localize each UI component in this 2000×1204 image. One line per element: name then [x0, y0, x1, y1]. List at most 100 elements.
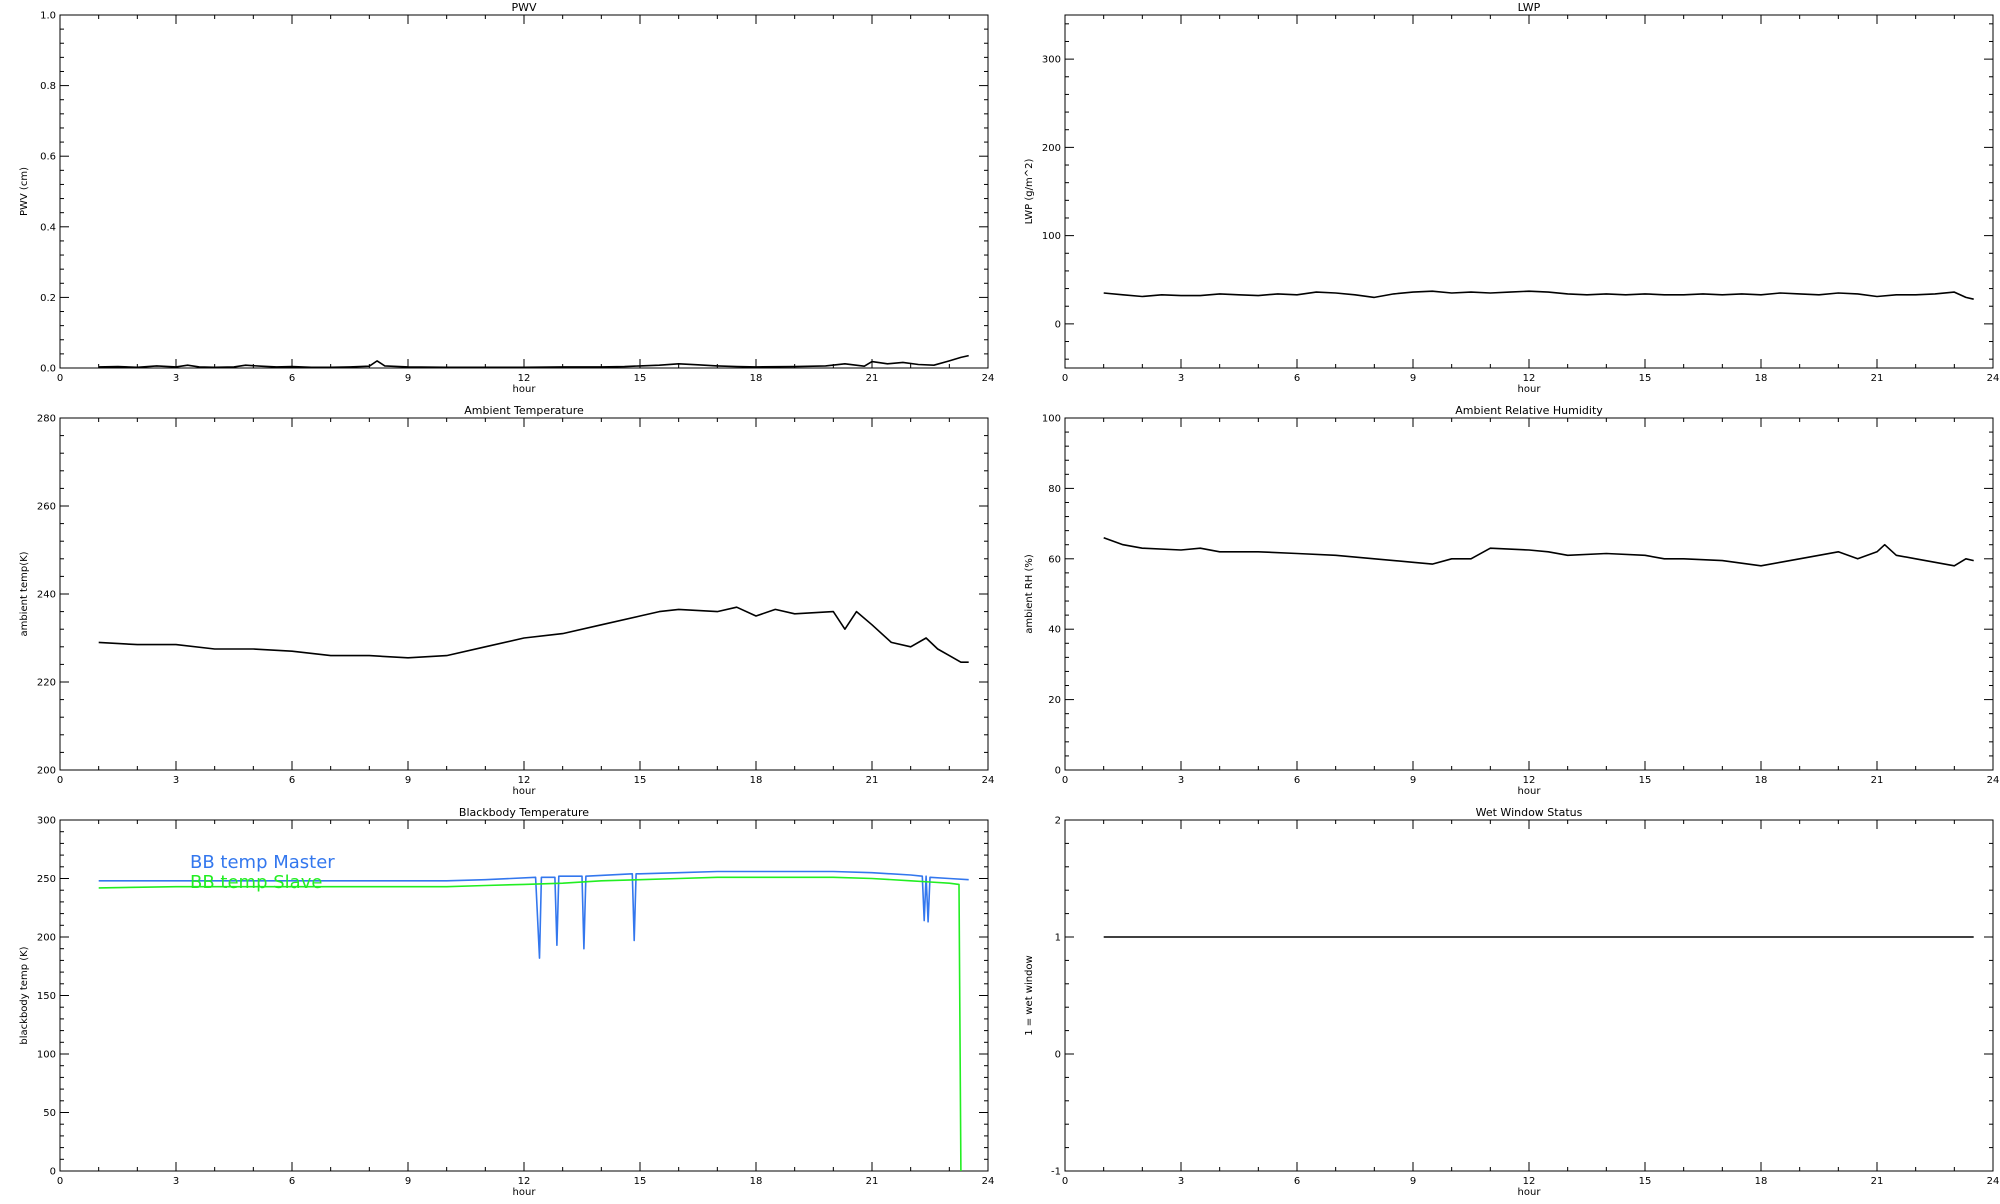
x-tick-label: 6 — [1294, 1176, 1300, 1187]
x-axis-label: hour — [1518, 786, 1542, 797]
y-tick-label: 280 — [37, 414, 56, 425]
x-axis-label: hour — [513, 1187, 537, 1198]
x-tick-label: 15 — [634, 775, 647, 786]
x-tick-label: 12 — [518, 775, 531, 786]
x-tick-label: 3 — [1178, 775, 1184, 786]
y-axis-label: ambient temp(K) — [19, 551, 30, 636]
y-tick-label: 100 — [1042, 414, 1061, 425]
y-tick-label: 260 — [37, 502, 56, 513]
y-tick-label: 60 — [1048, 554, 1061, 565]
x-tick-label: 3 — [173, 1176, 179, 1187]
x-tick-label: 15 — [634, 1176, 647, 1187]
chart-panel-1: 0 3 6 9 12 15 18 21 24 0.0 0.2 0.4 0.6 0.8 1.0 PWV hour P… — [19, 1, 994, 395]
plot-frame — [1064, 417, 1994, 771]
x-tick-label: 0 — [57, 373, 63, 384]
x-tick-label: 24 — [1987, 775, 2000, 786]
x-tick-label: 15 — [1639, 1176, 1652, 1187]
y-tick-label: 100 — [1042, 231, 1061, 242]
series-line-1 — [98, 354, 969, 369]
y-tick-label: -1 — [1051, 1167, 1061, 1178]
x-tick-label: 3 — [1178, 373, 1184, 384]
series-line-1 — [98, 870, 969, 959]
x-tick-label: 15 — [1639, 373, 1652, 384]
y-tick-label: 150 — [37, 991, 56, 1002]
chart-title: Blackbody Temperature — [459, 806, 589, 819]
chart-title: Ambient Temperature — [464, 404, 584, 417]
x-tick-label: 3 — [173, 775, 179, 786]
y-tick-label: 100 — [37, 1050, 56, 1061]
y-tick-label: 0 — [1055, 319, 1061, 330]
y-tick-label: 20 — [1048, 695, 1061, 706]
y-axis-label: blackbody temp (K) — [19, 946, 30, 1044]
chart-panel-5: 0 3 6 9 12 15 18 21 24 0 50 100 150 200 250 300 Blackbod… — [19, 806, 994, 1198]
x-tick-label: 0 — [57, 1176, 63, 1187]
x-tick-label: 3 — [173, 373, 179, 384]
y-tick-label: 0.8 — [40, 81, 56, 92]
x-tick-label: 15 — [1639, 775, 1652, 786]
x-tick-label: 24 — [982, 1176, 995, 1187]
y-tick-label: 220 — [37, 678, 56, 689]
series-line-2 — [98, 876, 962, 1172]
chart-panel-3: 0 3 6 9 12 15 18 21 24 200 220 240 260 280 Ambient Tem… — [19, 404, 994, 797]
x-axis-label: hour — [513, 384, 537, 395]
x-axis-label: hour — [513, 786, 537, 797]
y-tick-label: 0 — [50, 1167, 56, 1178]
x-tick-label: 24 — [1987, 1176, 2000, 1187]
chart-panel-4: 0 3 6 9 12 15 18 21 24 0 20 40 60 80 100 Ambient Relati… — [1024, 404, 1999, 797]
x-tick-label: 18 — [750, 775, 763, 786]
chart-title: LWP — [1518, 1, 1541, 14]
x-tick-label: 6 — [1294, 373, 1300, 384]
series-line-1 — [1103, 536, 1974, 567]
plot-frame — [59, 14, 989, 369]
plot-frame — [59, 417, 989, 771]
x-tick-label: 12 — [518, 1176, 531, 1187]
x-tick-label: 6 — [289, 1176, 295, 1187]
x-tick-label: 24 — [982, 775, 995, 786]
x-tick-label: 6 — [289, 373, 295, 384]
y-tick-label: 40 — [1048, 625, 1061, 636]
y-tick-label: 300 — [37, 816, 56, 827]
series-line-1 — [1103, 290, 1974, 300]
y-tick-label: 250 — [37, 874, 56, 885]
y-tick-label: 300 — [1042, 55, 1061, 66]
x-tick-label: 12 — [1523, 775, 1536, 786]
x-tick-label: 24 — [1987, 373, 2000, 384]
x-tick-label: 18 — [1755, 775, 1768, 786]
x-tick-label: 15 — [634, 373, 647, 384]
x-tick-label: 0 — [57, 775, 63, 786]
x-axis-label: hour — [1518, 1187, 1542, 1198]
x-tick-label: 3 — [1178, 1176, 1184, 1187]
x-tick-label: 21 — [1871, 775, 1884, 786]
y-tick-label: 1.0 — [40, 11, 56, 22]
y-tick-label: 1 — [1055, 933, 1061, 944]
x-tick-label: 12 — [1523, 1176, 1536, 1187]
y-tick-label: 0.6 — [40, 152, 56, 163]
x-tick-label: 18 — [750, 373, 763, 384]
x-tick-label: 18 — [1755, 373, 1768, 384]
y-axis-label: ambient RH (%) — [1024, 554, 1035, 634]
y-tick-label: 50 — [43, 1108, 56, 1119]
x-tick-label: 6 — [1294, 775, 1300, 786]
y-tick-label: 2 — [1055, 816, 1061, 827]
x-tick-label: 18 — [750, 1176, 763, 1187]
plot-frame — [1064, 819, 1994, 1172]
y-tick-label: 0.2 — [40, 293, 56, 304]
x-tick-label: 12 — [518, 373, 531, 384]
x-tick-label: 6 — [289, 775, 295, 786]
x-tick-label: 9 — [1410, 373, 1416, 384]
x-tick-label: 9 — [1410, 1176, 1416, 1187]
x-tick-label: 0 — [1062, 1176, 1068, 1187]
legend-entry-1: BB temp Master — [190, 852, 335, 873]
y-tick-label: 240 — [37, 590, 56, 601]
x-tick-label: 9 — [1410, 775, 1416, 786]
x-tick-label: 21 — [866, 373, 879, 384]
x-tick-label: 9 — [405, 1176, 411, 1187]
y-tick-label: 80 — [1048, 484, 1061, 495]
x-tick-label: 9 — [405, 373, 411, 384]
series-line-1 — [98, 606, 969, 664]
x-tick-label: 0 — [1062, 373, 1068, 384]
chart-title: PWV — [511, 1, 537, 14]
